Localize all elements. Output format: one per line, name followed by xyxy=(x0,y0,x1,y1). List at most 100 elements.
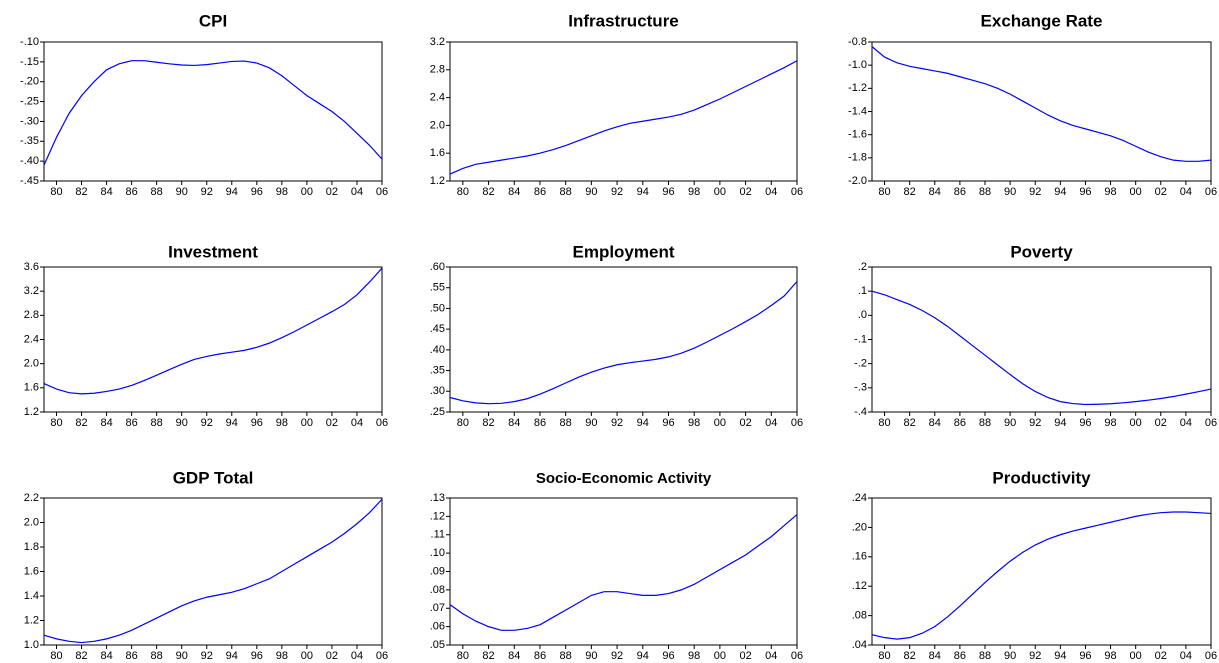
y-tick-label: -.40 xyxy=(20,155,39,167)
x-tick-label: 00 xyxy=(714,186,726,198)
y-tick-label: .50 xyxy=(430,302,445,314)
x-tick-label: 86 xyxy=(534,650,546,662)
chart-title: Productivity xyxy=(992,468,1091,487)
x-tick-label: 86 xyxy=(954,417,966,429)
y-tick-label: 2.0 xyxy=(24,358,39,370)
x-tick-label: 96 xyxy=(1079,186,1091,198)
plot-frame xyxy=(871,266,1212,413)
y-tick-label: .09 xyxy=(430,565,445,577)
plot-frame xyxy=(43,497,383,646)
x-tick-label: 84 xyxy=(929,650,941,662)
x-tick-label: 80 xyxy=(50,186,62,198)
y-tick-label: -1.6 xyxy=(848,129,867,141)
y-tick-label: -1.2 xyxy=(848,82,867,94)
x-tick-label: 04 xyxy=(765,417,777,429)
x-tick-label: 96 xyxy=(662,417,674,429)
plot-frame xyxy=(43,266,383,413)
chart-title: Poverty xyxy=(1010,242,1073,261)
x-tick-label: 06 xyxy=(1205,650,1217,662)
x-tick-label: 06 xyxy=(1205,186,1217,198)
x-tick-label: 84 xyxy=(929,186,941,198)
x-tick-label: 90 xyxy=(1004,186,1016,198)
y-tick-label: .12 xyxy=(430,510,445,522)
y-tick-label: .0 xyxy=(858,309,867,321)
plot-frame xyxy=(449,497,798,646)
x-tick-label: 82 xyxy=(904,186,916,198)
y-tick-label: 1.2 xyxy=(24,614,39,626)
data-line xyxy=(871,290,1212,406)
x-tick-label: 92 xyxy=(201,186,213,198)
chart-title: Exchange Rate xyxy=(981,11,1103,30)
y-tick-label: .25 xyxy=(430,406,445,418)
x-tick-label: 02 xyxy=(739,186,751,198)
x-tick-label: 92 xyxy=(201,417,213,429)
y-tick-label: .40 xyxy=(430,344,445,356)
x-tick-label: 98 xyxy=(1104,650,1116,662)
x-tick-label: 00 xyxy=(714,417,726,429)
y-tick-label: -.35 xyxy=(20,135,39,147)
x-tick-label: 06 xyxy=(376,650,388,662)
x-tick-label: 90 xyxy=(176,650,188,662)
y-tick-label: -.3 xyxy=(854,382,867,394)
x-tick-label: 00 xyxy=(714,650,726,662)
x-tick-label: 94 xyxy=(637,186,649,198)
x-tick-label: 02 xyxy=(739,417,751,429)
x-tick-label: 98 xyxy=(688,417,700,429)
y-tick-label: .55 xyxy=(430,282,445,294)
x-tick-label: 80 xyxy=(457,417,469,429)
x-tick-label: 02 xyxy=(739,650,751,662)
y-tick-label: .07 xyxy=(430,602,445,614)
x-tick-label: 06 xyxy=(791,650,803,662)
x-tick-label: 92 xyxy=(1029,417,1041,429)
x-tick-label: 92 xyxy=(611,417,623,429)
x-tick-label: 88 xyxy=(979,186,991,198)
x-tick-label: 96 xyxy=(251,650,263,662)
x-tick-label: 82 xyxy=(904,417,916,429)
x-tick-label: 86 xyxy=(126,650,138,662)
chart-title: Socio-Economic Activity xyxy=(536,470,712,487)
x-tick-label: 84 xyxy=(100,417,112,429)
y-tick-label: -.25 xyxy=(20,95,39,107)
x-tick-label: 04 xyxy=(1180,417,1192,429)
x-tick-label: 90 xyxy=(1004,417,1016,429)
x-tick-label: 00 xyxy=(301,186,313,198)
y-tick-label: 1.6 xyxy=(430,147,445,159)
x-tick-label: 02 xyxy=(1155,417,1167,429)
x-tick-label: 82 xyxy=(75,186,87,198)
x-tick-label: 92 xyxy=(1029,650,1041,662)
x-tick-label: 84 xyxy=(929,417,941,429)
x-tick-label: 02 xyxy=(326,650,338,662)
x-tick-label: 92 xyxy=(611,186,623,198)
x-tick-label: 80 xyxy=(50,650,62,662)
x-tick-label: 98 xyxy=(688,186,700,198)
data-line xyxy=(871,46,1212,162)
chart-title: GDP Total xyxy=(173,468,254,487)
x-tick-label: 04 xyxy=(1180,650,1192,662)
data-line xyxy=(871,511,1212,640)
x-tick-label: 84 xyxy=(100,186,112,198)
x-tick-label: 80 xyxy=(50,417,62,429)
x-tick-label: 82 xyxy=(482,417,494,429)
x-tick-label: 00 xyxy=(1130,417,1142,429)
x-tick-label: 82 xyxy=(904,650,916,662)
x-tick-label: 84 xyxy=(100,650,112,662)
y-tick-label: .10 xyxy=(430,547,445,559)
x-tick-label: 04 xyxy=(351,186,363,198)
x-tick-label: 86 xyxy=(126,186,138,198)
x-tick-label: 80 xyxy=(457,186,469,198)
x-tick-label: 04 xyxy=(351,417,363,429)
y-tick-label: 2.4 xyxy=(24,333,39,345)
x-tick-label: 88 xyxy=(560,186,572,198)
x-tick-label: 84 xyxy=(508,417,520,429)
x-tick-label: 94 xyxy=(226,186,238,198)
y-tick-label: .20 xyxy=(852,521,867,533)
plot-frame xyxy=(871,497,1212,646)
x-tick-label: 90 xyxy=(585,186,597,198)
x-tick-label: 80 xyxy=(878,650,890,662)
data-line xyxy=(449,60,798,175)
y-tick-label: .1 xyxy=(858,285,867,297)
x-tick-label: 04 xyxy=(351,650,363,662)
data-line xyxy=(43,498,383,644)
x-tick-label: 86 xyxy=(954,186,966,198)
